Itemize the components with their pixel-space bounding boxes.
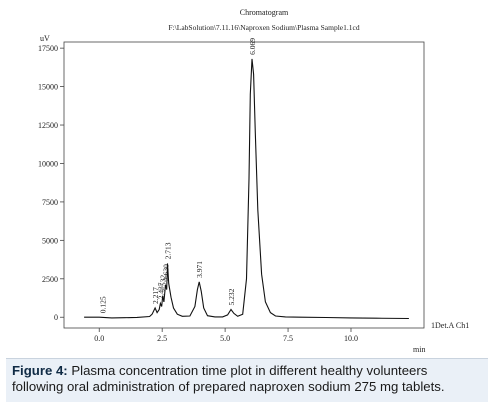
figure-caption: Figure 4: Plasma concentration time plot… <box>6 358 488 402</box>
x-tick-label: 2.5 <box>157 334 167 343</box>
x-tick-label: 5.0 <box>220 334 230 343</box>
peak-label: 2.713 <box>164 242 173 259</box>
channel-label: 1Det.A Ch1 <box>431 321 469 330</box>
y-tick-label: 2500 <box>42 275 58 284</box>
peak-label: 2.532 <box>159 275 168 292</box>
x-axis-label: min <box>413 345 425 354</box>
signal-trace <box>84 58 409 320</box>
y-tick-label: 12500 <box>38 121 58 130</box>
peak-label: 2.437 <box>156 282 165 299</box>
axes: 0 2500 5000 7500 10000 12500 15000 17500 0.0 2.5 5… <box>38 44 358 343</box>
peak-label: 6.069 <box>248 38 257 55</box>
caption-label: Figure 4: <box>12 363 68 378</box>
peak-label: 0.125 <box>98 296 107 313</box>
chart-title: Chromatogram <box>240 8 289 17</box>
y-tick-label: 7500 <box>42 198 58 207</box>
y-tick-label: 5000 <box>42 236 58 245</box>
y-tick-label: 10000 <box>38 159 58 168</box>
peak-label: 3.971 <box>195 261 204 278</box>
plot-frame <box>63 41 425 329</box>
peak-label: 2.630 <box>161 264 170 281</box>
chart-subtitle: F:\LabSolution\7.11.16\Naproxen Sodium\P… <box>168 23 359 32</box>
chromatogram-chart: Chromatogram F:\LabSolution\7.11.16\Napr… <box>38 8 469 354</box>
y-tick-label: 17500 <box>38 44 58 53</box>
y-axis-label: uV <box>40 34 50 43</box>
x-tick-label: 7.5 <box>283 334 293 343</box>
caption-text: Plasma concentration time plot in differ… <box>12 363 445 394</box>
y-tick-label: 15000 <box>38 83 58 92</box>
peak-label: 5.232 <box>227 288 236 305</box>
peak-label: 2.217 <box>151 287 160 304</box>
x-tick-label: 0.0 <box>94 334 104 343</box>
x-tick-label: 10.0 <box>344 334 358 343</box>
y-tick-label: 0 <box>54 313 58 322</box>
